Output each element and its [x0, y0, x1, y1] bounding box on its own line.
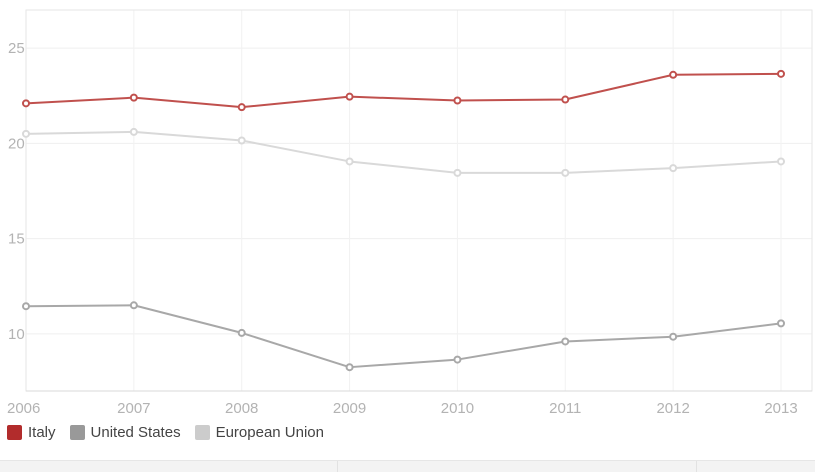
legend-item-italy[interactable]: Italy — [7, 424, 56, 441]
data-point-united-states[interactable] — [129, 301, 138, 310]
y-tick-label: 20 — [8, 135, 25, 152]
y-tick-label: 15 — [8, 231, 25, 248]
data-point-italy[interactable] — [453, 96, 462, 105]
tick-labels: 10 15 20 25 2006 2007 2008 2009 2010 2011 2012 2013 — [7, 40, 798, 417]
data-point-united-states[interactable] — [777, 319, 785, 328]
toolbar-divider — [337, 461, 338, 472]
data-point-italy[interactable] — [561, 95, 570, 104]
data-point-united-states[interactable] — [237, 328, 246, 337]
data-point-european-union[interactable] — [22, 129, 30, 138]
data-point-european-union[interactable] — [453, 168, 462, 177]
data-point-european-union[interactable] — [237, 136, 246, 145]
bottom-toolbar — [0, 460, 815, 472]
legend-swatch-italy — [7, 425, 22, 440]
data-point-italy[interactable] — [669, 70, 678, 79]
data-point-european-union[interactable] — [669, 164, 678, 173]
data-point-european-union[interactable] — [777, 157, 785, 166]
data-point-italy[interactable] — [777, 69, 785, 78]
x-tick-label: 2006 — [7, 400, 40, 417]
legend-label-european-union: European Union — [215, 424, 324, 441]
y-tick-label: 10 — [8, 326, 25, 343]
series-line-italy — [25, 72, 782, 109]
data-point-united-states[interactable] — [345, 363, 354, 372]
data-point-italy[interactable] — [129, 93, 138, 102]
data-point-italy[interactable] — [237, 103, 246, 112]
x-tick-label: 2008 — [225, 400, 258, 417]
x-tick-label: 2009 — [333, 400, 366, 417]
x-tick-label: 2013 — [764, 400, 797, 417]
legend-label-italy: Italy — [28, 424, 56, 441]
data-point-european-union[interactable] — [345, 157, 354, 166]
data-point-united-states[interactable] — [453, 355, 462, 364]
line-chart: 10 15 20 25 2006 2007 2008 2009 2010 2011 2012 2013 — [7, 9, 813, 417]
legend: Italy United States European Union — [7, 424, 324, 441]
data-point-italy[interactable] — [22, 99, 30, 108]
y-tick-label: 25 — [8, 40, 25, 57]
toolbar-divider — [696, 461, 697, 472]
axes — [25, 9, 813, 392]
data-point-united-states[interactable] — [669, 332, 678, 341]
legend-swatch-european-union — [194, 425, 210, 440]
x-tick-label: 2012 — [656, 400, 689, 417]
x-tick-label: 2010 — [441, 400, 474, 417]
legend-swatch-united-states — [69, 425, 85, 440]
data-point-european-union[interactable] — [129, 127, 138, 136]
x-tick-label: 2007 — [117, 400, 150, 417]
data-point-european-union[interactable] — [561, 168, 570, 177]
legend-item-european-union[interactable]: European Union — [194, 424, 324, 441]
data-point-united-states[interactable] — [22, 302, 30, 311]
series-line-united-states — [25, 304, 782, 369]
legend-item-united-states[interactable]: United States — [69, 424, 181, 441]
data-point-united-states[interactable] — [561, 337, 570, 346]
series-line-european-union — [25, 130, 782, 174]
series-layer — [22, 69, 785, 372]
legend-label-united-states: United States — [90, 424, 181, 441]
data-point-italy[interactable] — [345, 92, 354, 101]
x-tick-label: 2011 — [549, 400, 581, 417]
